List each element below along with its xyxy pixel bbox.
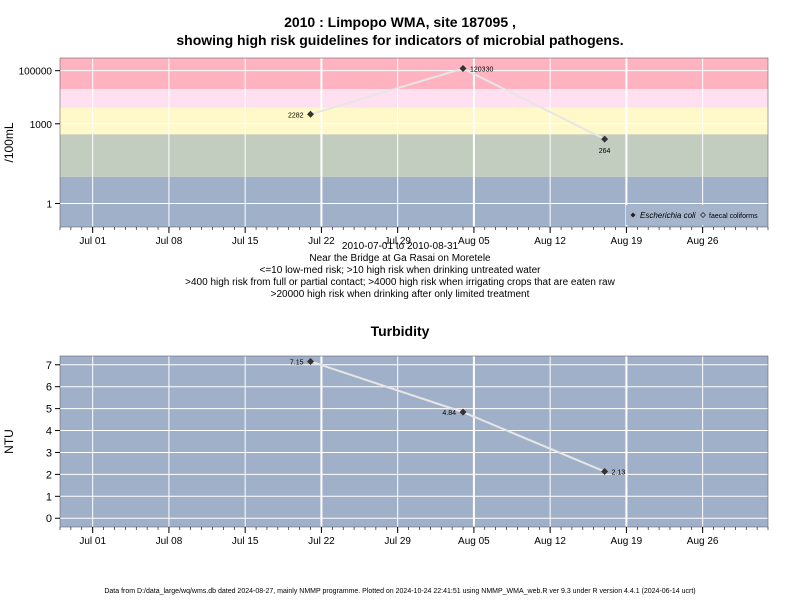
y-tick-label: 6 bbox=[46, 382, 52, 394]
data-label: 2282 bbox=[288, 112, 304, 119]
legend-label-faecal: faecal coliforms bbox=[709, 213, 758, 220]
y-tick-label: 2 bbox=[46, 469, 52, 481]
x-tick-label: Aug 19 bbox=[611, 236, 643, 247]
x-tick-label: Jul 08 bbox=[156, 236, 183, 247]
x-tick-label: Aug 05 bbox=[458, 236, 490, 247]
turbidity-title: Turbidity bbox=[370, 323, 430, 339]
data-point bbox=[601, 468, 609, 476]
data-label: 2.13 bbox=[612, 470, 626, 477]
x-tick-label: Aug 12 bbox=[534, 236, 566, 247]
y-tick-label: 4 bbox=[46, 426, 52, 438]
data-point bbox=[459, 408, 467, 416]
x-tick-label: Aug 26 bbox=[687, 236, 719, 247]
x-tick-label: Jul 15 bbox=[232, 536, 259, 547]
guideline-caption-1: <=10 low-med risk; >10 high risk when dr… bbox=[259, 265, 541, 276]
legend-marker-faecal bbox=[700, 212, 706, 218]
y-tick-label: 7 bbox=[46, 360, 52, 372]
y-tick-label: 100000 bbox=[19, 67, 53, 78]
x-tick-label: Aug 26 bbox=[687, 536, 719, 547]
data-label: 264 bbox=[599, 148, 611, 155]
data-label: 120330 bbox=[470, 67, 493, 74]
chart-subtitle: showing high risk guidelines for indicat… bbox=[176, 32, 624, 48]
x-tick-label: Jul 29 bbox=[384, 236, 411, 247]
legend-box bbox=[626, 205, 766, 225]
data-point bbox=[459, 65, 467, 73]
plot-frame bbox=[59, 355, 769, 528]
risk-band-1 bbox=[60, 89, 768, 108]
x-tick-label: Aug 12 bbox=[534, 536, 566, 547]
y-tick-label: 1000 bbox=[30, 120, 53, 131]
y-axis-label: NTU bbox=[2, 429, 16, 454]
plot-background bbox=[60, 356, 768, 527]
x-tick-label: Jul 22 bbox=[308, 236, 335, 247]
site-caption: Near the Bridge at Ga Rasai on Moretele bbox=[309, 253, 491, 264]
data-label: 7.15 bbox=[290, 359, 304, 366]
x-tick-label: Jul 01 bbox=[79, 236, 106, 247]
y-tick-label: 5 bbox=[46, 404, 52, 416]
legend-label-ecoli: Escherichia coli bbox=[640, 211, 696, 220]
chart-title: 2010 : Limpopo WMA, site 187095 , bbox=[284, 14, 516, 30]
footer-note: Data from D:/data_large/wq/wms.db dated … bbox=[104, 588, 696, 595]
data-point bbox=[307, 357, 315, 365]
risk-band-2 bbox=[60, 107, 768, 135]
y-tick-label: 1 bbox=[46, 491, 52, 503]
y-tick-label: 0 bbox=[46, 513, 52, 525]
y-tick-label: 1 bbox=[46, 199, 52, 210]
x-tick-label: Jul 15 bbox=[232, 236, 259, 247]
x-tick-label: Jul 22 bbox=[308, 536, 335, 547]
y-tick-label: 3 bbox=[46, 447, 52, 459]
guideline-caption-2: >400 high risk from full or partial cont… bbox=[185, 277, 615, 288]
x-tick-label: Jul 08 bbox=[156, 536, 183, 547]
x-tick-label: Aug 19 bbox=[611, 536, 643, 547]
data-point bbox=[307, 110, 315, 118]
x-tick-label: Jul 29 bbox=[384, 536, 411, 547]
x-tick-label: Aug 05 bbox=[458, 536, 490, 547]
data-point bbox=[601, 135, 609, 143]
x-tick-label: Jul 01 bbox=[79, 536, 106, 547]
y-axis-label: /100mL bbox=[2, 122, 16, 162]
legend-marker-ecoli bbox=[630, 212, 636, 218]
data-label: 4.84 bbox=[442, 410, 456, 417]
guideline-caption-3: >20000 high risk when drinking after onl… bbox=[270, 289, 530, 300]
date-range-caption: 2010-07-01 to 2010-08-31 bbox=[341, 241, 459, 252]
risk-band-3 bbox=[60, 134, 768, 177]
plot-frame bbox=[59, 57, 769, 228]
